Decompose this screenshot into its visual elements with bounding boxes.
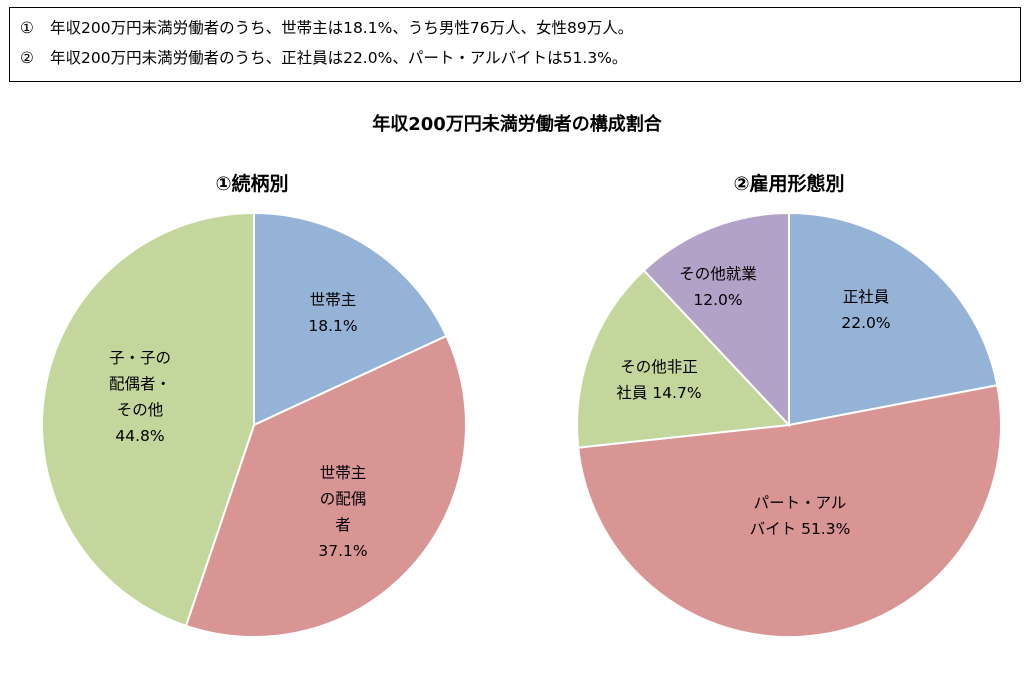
pie-slice-label: パート・アルバイト 51.3% [750, 494, 851, 538]
pie-slice [184, 334, 467, 638]
note-line-2: ② 年収200万円未満労働者のうち、正社員は22.0%、パート・アルバイトは51… [20, 43, 1010, 73]
pie-slice [576, 269, 792, 449]
note-text: 年収200万円未満労働者のうち、世帯主は18.1%、うち男性76万人、女性89万… [50, 19, 634, 37]
notes-box: ① 年収200万円未満労働者のうち、世帯主は18.1%、うち男性76万人、女性8… [9, 7, 1021, 82]
pie-chart-title: ②雇用形態別 [733, 172, 844, 195]
note-text: 年収200万円未満労働者のうち、正社員は22.0%、パート・アルバイトは51.3… [50, 49, 628, 67]
note-line-1: ① 年収200万円未満労働者のうち、世帯主は18.1%、うち男性76万人、女性8… [20, 13, 1010, 43]
pie-slice-label: 子・子の配偶者・その他 44.8% [109, 349, 171, 445]
pie-slice-label: 世帯主の配偶者 37.1% [318, 464, 367, 560]
pie-slice-label: その他就業 12.0% [679, 265, 757, 309]
note-marker: ① [20, 19, 34, 37]
pie-chart-title: ①続柄別 [215, 172, 288, 195]
pie-slice-label: 正社員 22.0% [841, 288, 890, 332]
pie-slice [577, 384, 1002, 639]
note-marker: ② [20, 49, 34, 67]
pie-slice-label: その他非正社員 14.7% [616, 358, 701, 402]
pie-slice [253, 211, 448, 427]
pie-slice-label: 世帯主 18.1% [308, 291, 357, 335]
main-title: 年収200万円未満労働者の構成割合 [372, 114, 662, 135]
pie-slice [642, 211, 790, 428]
pie-slice [41, 211, 255, 628]
pie-slice [788, 211, 999, 427]
